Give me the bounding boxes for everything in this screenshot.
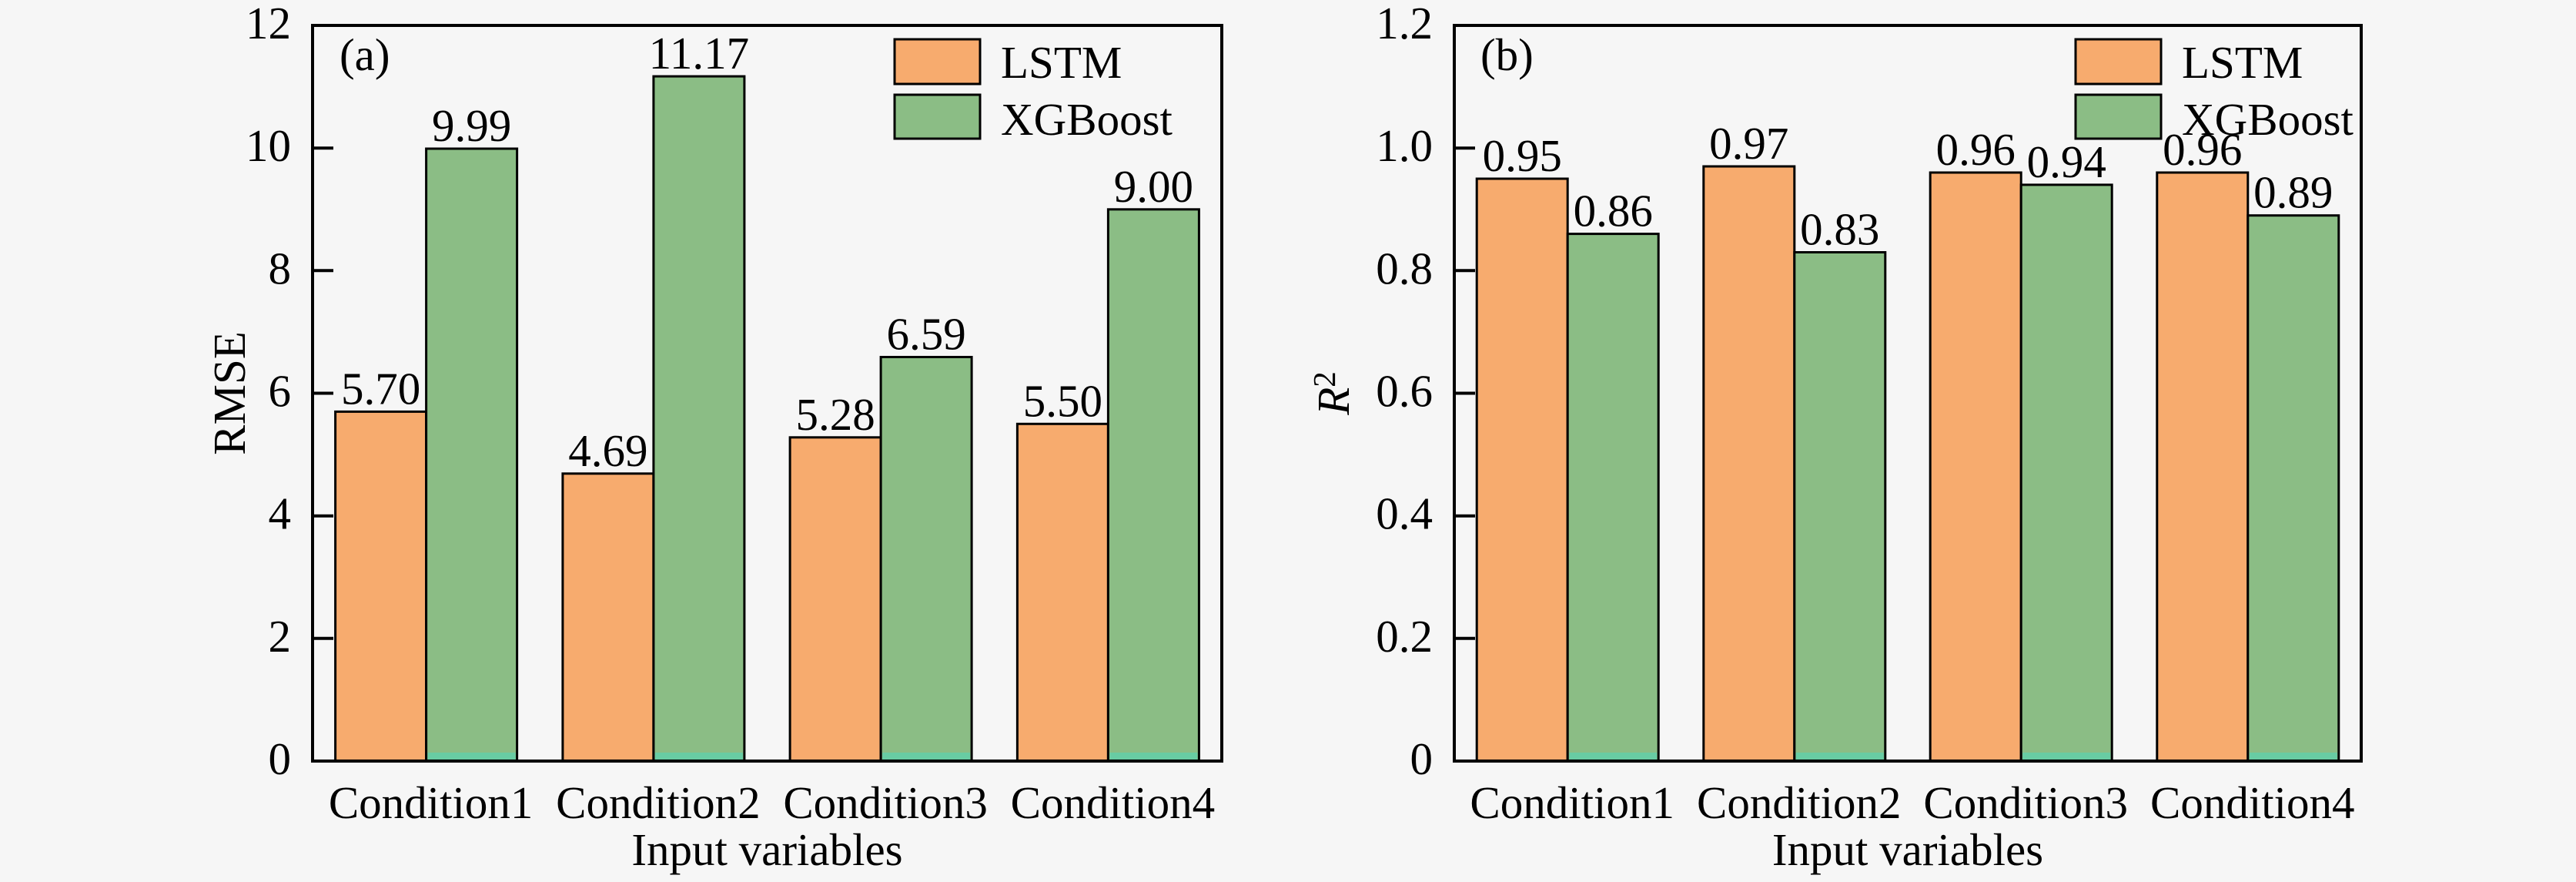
svg-text:0.86: 0.86: [1574, 186, 1653, 236]
svg-text:0.8: 0.8: [1376, 243, 1433, 293]
svg-text:0: 0: [269, 733, 292, 784]
svg-text:0.96: 0.96: [2163, 124, 2242, 175]
svg-text:0.2: 0.2: [1376, 611, 1433, 662]
svg-text:1.0: 1.0: [1376, 120, 1433, 171]
svg-text:5.70: 5.70: [341, 363, 420, 414]
svg-text:0.94: 0.94: [2027, 136, 2106, 187]
svg-text:0.97: 0.97: [1709, 118, 1788, 169]
svg-text:(a): (a): [340, 29, 390, 80]
svg-text:8: 8: [269, 243, 292, 293]
svg-text:Condition2: Condition2: [1697, 777, 1902, 828]
svg-text:0.95: 0.95: [1483, 130, 1562, 181]
svg-text:XGBoost: XGBoost: [1001, 94, 1173, 145]
svg-text:0.4: 0.4: [1376, 488, 1433, 539]
svg-text:4: 4: [269, 488, 292, 539]
svg-text:9.99: 9.99: [432, 100, 511, 151]
svg-text:LSTM: LSTM: [2182, 37, 2303, 88]
svg-text:0: 0: [1410, 733, 1434, 784]
svg-text:Condition1: Condition1: [1470, 777, 1674, 828]
svg-text:11.17: 11.17: [649, 28, 750, 79]
svg-text:5.28: 5.28: [795, 389, 875, 440]
svg-text:Input variables: Input variables: [1772, 824, 2043, 875]
svg-text:Condition3: Condition3: [1923, 777, 2128, 828]
svg-text:0.6: 0.6: [1376, 366, 1433, 417]
svg-text:6.59: 6.59: [886, 309, 965, 360]
svg-text:XGBoost: XGBoost: [2182, 94, 2354, 145]
svg-text:Condition1: Condition1: [329, 777, 534, 828]
svg-text:Input variables: Input variables: [631, 824, 902, 875]
svg-text:0.96: 0.96: [1936, 124, 2016, 175]
svg-text:(b): (b): [1480, 29, 1534, 80]
svg-text:Condition2: Condition2: [556, 777, 761, 828]
svg-text:10: 10: [246, 120, 291, 171]
svg-text:1.2: 1.2: [1376, 0, 1433, 49]
svg-text:5.50: 5.50: [1023, 375, 1102, 426]
svg-text:Condition3: Condition3: [783, 777, 988, 828]
svg-text:RMSE: RMSE: [204, 331, 255, 455]
svg-text:Condition4: Condition4: [2150, 777, 2355, 828]
svg-text:4.69: 4.69: [568, 425, 647, 476]
svg-text:12: 12: [246, 0, 291, 49]
svg-text:9.00: 9.00: [1114, 161, 1193, 212]
svg-text:6: 6: [269, 366, 292, 417]
svg-text:0.89: 0.89: [2253, 167, 2333, 218]
svg-text:R2: R2: [1306, 371, 1359, 416]
svg-text:2: 2: [269, 611, 292, 662]
svg-text:Condition4: Condition4: [1011, 777, 1216, 828]
svg-text:LSTM: LSTM: [1001, 37, 1122, 88]
svg-text:0.83: 0.83: [1800, 204, 1879, 255]
